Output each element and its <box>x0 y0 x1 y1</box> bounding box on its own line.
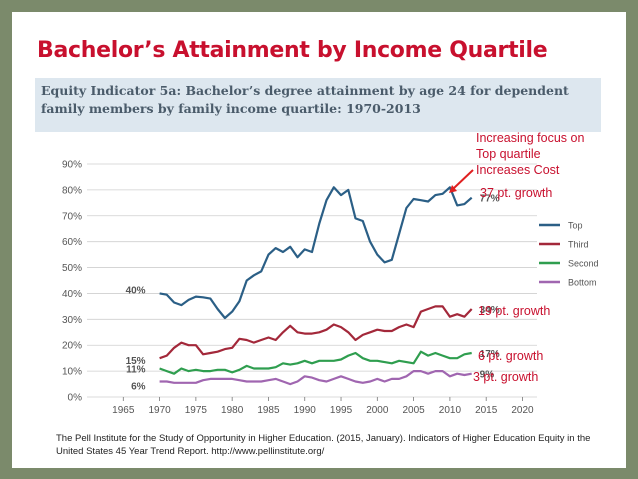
y-tick-label: 70% <box>62 211 82 222</box>
y-axis-ticks: 0% 10% 20% 30% 40% 50% 60% 70% 80% 90% <box>62 160 82 404</box>
annotation-top-growth: 37 pt. growth <box>480 186 552 200</box>
end-label-second: 17% <box>480 349 500 360</box>
series-line-third <box>159 305 473 360</box>
slide-title: Bachelor’s Attainment by Income Quartile <box>37 38 548 63</box>
x-tick-label: 2020 <box>511 405 534 416</box>
y-tick-label: 20% <box>62 341 82 352</box>
series-value-labels: 40% 77% 15% 34% 11% 17% 6% 9% <box>126 194 500 393</box>
end-label-top: 77% <box>480 194 500 205</box>
x-tick-label: 2015 <box>475 405 498 416</box>
x-tick-label: 1970 <box>148 405 171 416</box>
x-axis-ticks: 1965 1970 1975 1980 1985 1990 1995 2000 2005 2010… <box>112 397 534 416</box>
y-tick-label: 60% <box>62 237 82 248</box>
chart-title-box: Equity Indicator 5a: Bachelor’s degree a… <box>35 78 601 132</box>
annotation-second-growth: 6 pt. growth <box>478 349 543 363</box>
legend-label-top: Top <box>568 221 583 231</box>
series-line-top <box>159 186 473 320</box>
line-chart: 0%10%20%30%40%50%60%70%80%90% 1965 1970 19… <box>62 131 599 416</box>
x-tick-label: 1980 <box>221 405 244 416</box>
end-label-third: 34% <box>480 305 500 316</box>
annotation-focus-line-2: Top quartile <box>476 147 541 161</box>
annotation-third-growth: 19 pt. growth <box>478 304 550 318</box>
annotation-arrow <box>453 169 474 189</box>
x-tick-label: 1965 <box>112 405 135 416</box>
start-label-top: 40% <box>126 285 146 296</box>
annotation-focus-line-1: Increasing focus on <box>476 131 584 145</box>
annotations: Increasing focus on Top quartile Increas… <box>449 131 584 384</box>
chart-title: Equity Indicator 5a: Bachelor’s degree a… <box>41 83 569 116</box>
legend-label-bottom: Bottom <box>568 278 597 288</box>
series-line-bottom <box>159 370 472 386</box>
series-line-second <box>159 350 472 375</box>
legend-label-third: Third <box>568 240 589 250</box>
y-tick-label: 80% <box>62 185 82 196</box>
citation: The Pell Institute for the Study of Oppo… <box>56 433 591 457</box>
legend: Top Third Second Bottom <box>539 221 599 288</box>
x-tick-label: 2000 <box>366 405 389 416</box>
y-tick-label: 40% <box>62 289 82 300</box>
series-lines <box>159 186 473 386</box>
slide: Bachelor’s Attainment by Income Quartile… <box>12 12 626 468</box>
x-tick-label: 1975 <box>185 405 208 416</box>
start-label-bottom: 6% <box>131 381 146 392</box>
end-label-bottom: 9% <box>480 370 495 381</box>
y-tick-label: 10% <box>62 367 82 378</box>
start-label-second: 11% <box>126 365 146 376</box>
x-tick-label: 2010 <box>439 405 462 416</box>
legend-label-second: Second <box>568 259 599 269</box>
y-tick-label: 50% <box>62 263 82 274</box>
x-tick-label: 1995 <box>330 405 353 416</box>
annotation-bottom-growth: 3 pt. growth <box>473 370 538 384</box>
annotation-arrow-head-icon <box>449 185 457 193</box>
y-tick-label: 0% <box>68 393 83 404</box>
annotation-focus-line-3: Increases Cost <box>476 163 560 177</box>
y-tick-label: 90% <box>62 160 82 171</box>
x-tick-label: 1990 <box>294 405 317 416</box>
x-tick-label: 1985 <box>257 405 280 416</box>
start-label-third: 15% <box>126 356 146 367</box>
y-tick-label: 30% <box>62 315 82 326</box>
x-tick-label: 2005 <box>402 405 425 416</box>
